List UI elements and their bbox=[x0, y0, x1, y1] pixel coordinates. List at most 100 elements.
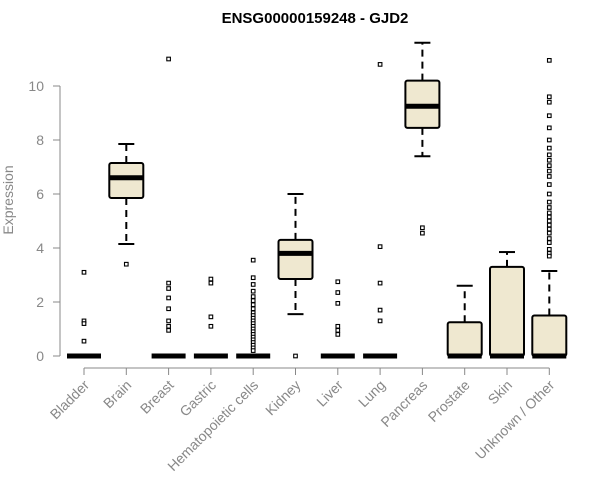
box-4 bbox=[193, 276, 228, 359]
outlier-point bbox=[335, 323, 341, 329]
x-tick-label: Bladder bbox=[47, 377, 93, 423]
outlier-point bbox=[546, 247, 552, 252]
box-10 bbox=[446, 284, 483, 359]
outlier-point bbox=[250, 288, 256, 294]
box-body bbox=[446, 321, 483, 357]
outlier-point bbox=[335, 327, 341, 333]
outlier-point bbox=[377, 318, 383, 324]
outlier-point bbox=[250, 275, 256, 281]
outlier-point bbox=[208, 323, 214, 329]
outlier-point bbox=[81, 338, 87, 344]
outlier-point bbox=[546, 57, 552, 63]
y-tick-label: 10 bbox=[28, 78, 44, 94]
x-tick-label: Pancreas bbox=[377, 377, 430, 430]
y-tick-label: 0 bbox=[36, 348, 44, 364]
outlier-point bbox=[250, 306, 256, 312]
outlier-point bbox=[166, 56, 171, 62]
outlier-point bbox=[546, 191, 552, 197]
outlier-point bbox=[546, 168, 552, 174]
box-1 bbox=[67, 269, 101, 359]
outlier-point bbox=[208, 314, 214, 320]
outlier-point bbox=[420, 230, 425, 236]
outlier-point bbox=[293, 353, 298, 359]
outlier-point bbox=[250, 294, 256, 299]
outlier-point bbox=[546, 236, 552, 241]
box-5 bbox=[236, 257, 271, 359]
outlier-point bbox=[546, 145, 552, 151]
box-2 bbox=[108, 143, 145, 267]
box-body bbox=[489, 265, 525, 357]
outlier-point bbox=[208, 280, 214, 286]
outlier-point bbox=[166, 323, 171, 329]
x-tick-label: Kidney bbox=[262, 377, 304, 419]
outlier-point bbox=[546, 205, 552, 210]
x-tick-label: Skin bbox=[485, 377, 516, 408]
y-tick-label: 6 bbox=[36, 186, 44, 202]
outlier-point bbox=[546, 94, 552, 100]
outlier-point bbox=[546, 99, 552, 105]
y-axis: 0 2 4 6 8 10 bbox=[28, 78, 61, 364]
outlier-point bbox=[420, 225, 425, 231]
outlier-point bbox=[546, 182, 552, 187]
outlier-point bbox=[166, 306, 171, 312]
y-axis-label: Expression bbox=[0, 165, 16, 234]
box-body bbox=[531, 314, 568, 357]
x-tick-label: Brain bbox=[100, 377, 134, 411]
outlier-point bbox=[546, 199, 552, 205]
x-tick-label: Prostate bbox=[425, 377, 473, 425]
y-tick-label: 2 bbox=[36, 294, 44, 310]
box-11 bbox=[489, 251, 525, 359]
outlier-point bbox=[335, 300, 341, 306]
outlier-point bbox=[250, 257, 256, 263]
x-tick-label: Unknown / Other bbox=[472, 377, 558, 463]
outlier-point bbox=[546, 113, 552, 119]
box-8 bbox=[363, 62, 398, 359]
x-tick-label: Liver bbox=[313, 377, 346, 410]
outlier-point bbox=[546, 163, 552, 169]
outlier-point bbox=[546, 125, 552, 131]
outlier-point bbox=[166, 295, 171, 301]
outlier-point bbox=[546, 174, 552, 179]
outlier-point bbox=[546, 218, 552, 224]
box-body bbox=[277, 238, 314, 281]
outlier-point bbox=[250, 282, 256, 287]
outlier-point bbox=[166, 280, 171, 286]
outlier-point bbox=[546, 152, 552, 158]
outlier-point bbox=[546, 210, 552, 216]
outlier-point bbox=[250, 302, 256, 308]
outlier-point bbox=[546, 137, 552, 143]
outlier-point bbox=[546, 253, 552, 259]
outlier-point bbox=[546, 226, 552, 232]
chart-title: ENSG00000159248 - GJD2 bbox=[222, 10, 409, 27]
outlier-point bbox=[166, 286, 171, 291]
outlier-point bbox=[81, 321, 87, 326]
outlier-point bbox=[546, 222, 552, 228]
box-body bbox=[108, 161, 145, 200]
outlier-point bbox=[250, 298, 256, 304]
outlier-point bbox=[335, 279, 341, 285]
y-tick-label: 4 bbox=[36, 240, 44, 256]
outlier-point bbox=[377, 244, 383, 250]
outlier-point bbox=[166, 327, 171, 333]
outlier-point bbox=[546, 230, 552, 236]
outlier-point bbox=[81, 269, 87, 275]
y-tick-label: 8 bbox=[36, 132, 44, 148]
box-9 bbox=[404, 41, 441, 236]
box-12 bbox=[531, 57, 568, 359]
outlier-point bbox=[546, 240, 552, 245]
outlier-point bbox=[335, 332, 341, 337]
outlier-point bbox=[377, 307, 383, 313]
box-3 bbox=[151, 56, 186, 359]
box-6 bbox=[277, 193, 314, 359]
outlier-point bbox=[546, 214, 552, 220]
outlier-point bbox=[377, 62, 383, 67]
outlier-point bbox=[546, 157, 552, 163]
outlier-point bbox=[208, 276, 214, 282]
box-7 bbox=[320, 279, 355, 359]
outlier-point bbox=[166, 318, 171, 324]
x-tick-label: Breast bbox=[137, 377, 177, 417]
outlier-point bbox=[250, 348, 256, 353]
